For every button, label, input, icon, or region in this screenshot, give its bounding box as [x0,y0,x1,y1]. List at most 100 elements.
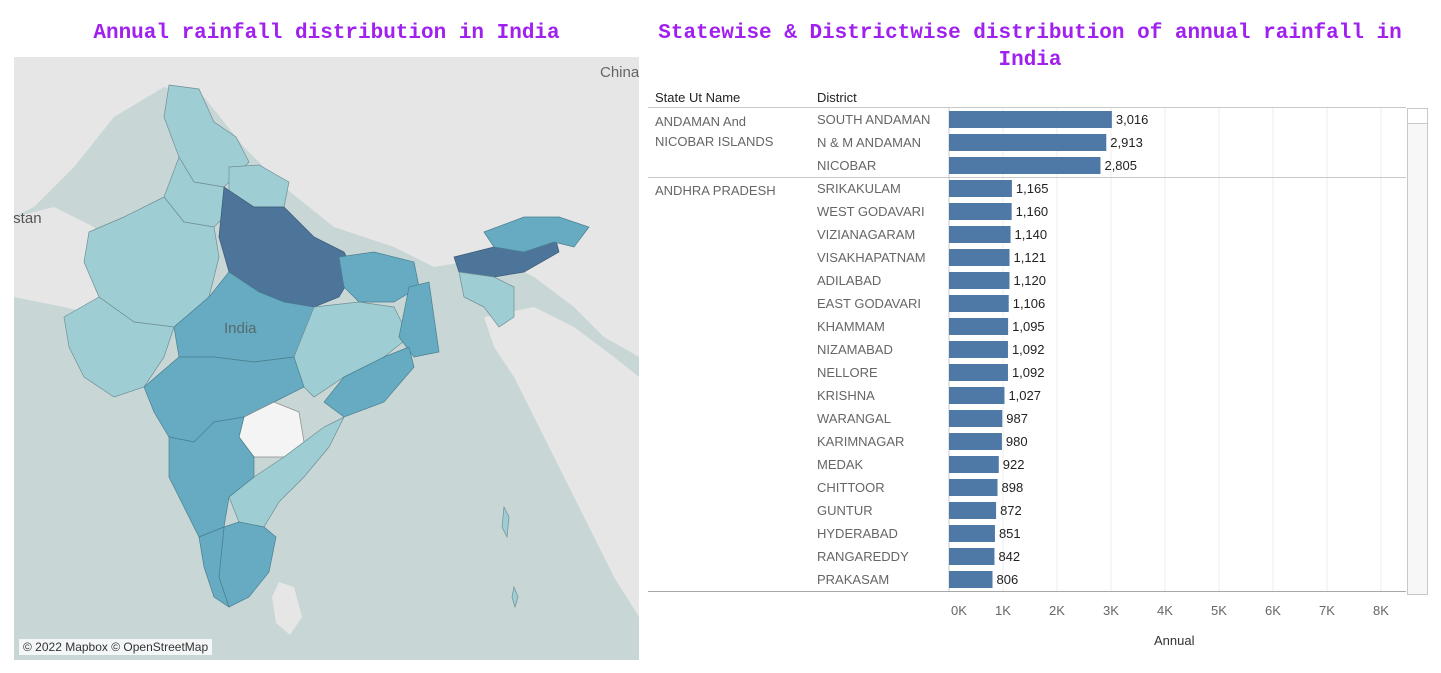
bar-value-label: 1,165 [1015,181,1049,196]
district-label[interactable]: RANGAREDDY [817,549,909,564]
bar[interactable] [949,272,1010,289]
map-attribution: © 2022 Mapbox © OpenStreetMap [19,639,213,655]
bar-value-label: 1,140 [1014,227,1048,242]
x-tick-label: 4K [1157,603,1173,618]
x-tick-label: 0K [951,603,967,618]
x-tick-label: 5K [1211,603,1227,618]
state-karnataka [168,416,255,538]
district-label[interactable]: KHAMMAM [817,319,885,334]
bar-value-label: 1,106 [1012,296,1046,311]
sri-lanka [272,582,302,635]
district-label[interactable]: N & M ANDAMAN [817,135,922,150]
district-label[interactable]: NIZAMABAD [817,342,893,357]
bar[interactable] [949,479,998,496]
bar-value-label: 1,027 [1008,388,1041,403]
bar-chart-svg [648,107,1406,592]
bar-value-label: 1,121 [1013,250,1047,265]
state-tamil-nadu [218,521,277,608]
state-kerala [198,526,230,608]
bar[interactable] [949,180,1012,197]
state-gujarat [63,296,175,398]
x-tick-label: 6K [1265,603,1281,618]
bar[interactable] [949,571,993,588]
column-header-state[interactable]: State Ut Name [655,90,741,105]
district-label[interactable]: VIZIANAGARAM [817,227,916,242]
bar[interactable] [949,341,1008,358]
x-tick-label: 3K [1103,603,1119,618]
bar-value-label: 1,160 [1015,204,1049,219]
x-tick-label: 8K [1373,603,1389,618]
map-label-pakistan: Pakistan [14,210,42,227]
state-label[interactable]: ANDAMAN And NICOBAR ISLANDS [655,114,774,149]
district-label[interactable]: WEST GODAVARI [817,204,925,219]
bar[interactable] [949,364,1008,381]
bar-value-label: 842 [998,549,1021,564]
x-axis-label: Annual [1154,633,1195,648]
bar[interactable] [949,203,1012,220]
district-label[interactable]: NICOBAR [817,158,877,173]
bar-value-label: 1,095 [1012,319,1045,334]
bar[interactable] [949,456,999,473]
bar[interactable] [949,157,1101,174]
state-odisha [323,346,415,418]
state-bihar [338,251,420,303]
district-label[interactable]: WARANGAL [817,411,891,426]
bar-value-label: 898 [1001,480,1024,495]
district-label[interactable]: HYDERABAD [817,526,898,541]
bar-value-label: 980 [1005,434,1028,449]
bar-value-label: 1,092 [1011,342,1045,357]
district-label[interactable]: MEDAK [817,457,864,472]
district-label[interactable]: SOUTH ANDAMAN [817,112,931,127]
district-label[interactable]: KARIMNAGAR [817,434,905,449]
map-label-china: China [600,64,639,81]
district-label[interactable]: PRAKASAM [817,572,890,587]
state-west-bengal [398,281,440,358]
bar-value-label: 1,120 [1013,273,1047,288]
map-title: Annual rainfall distribution in India [93,22,560,45]
chart-title: Statewise & Districtwise distribution of… [658,22,1402,72]
rainfall-bar-chart[interactable]: State Ut Name District ANDAMAN And NICOB… [648,85,1428,673]
bar[interactable] [949,295,1009,312]
district-label[interactable]: KRISHNA [817,388,875,403]
district-label[interactable]: EAST GODAVARI [817,296,922,311]
land-mass-east [484,307,639,617]
column-header-district[interactable]: District [817,90,857,105]
bar[interactable] [949,410,1003,427]
bar[interactable] [949,433,1002,450]
bar[interactable] [949,318,1009,335]
district-label[interactable]: ADILABAD [817,273,882,288]
district-label[interactable]: CHITTOOR [817,480,885,495]
scrollbar[interactable] [1407,108,1428,595]
bar[interactable] [949,111,1112,128]
district-label[interactable]: GUNTUR [817,503,873,518]
bar[interactable] [949,134,1107,151]
bar-value-label: 851 [998,526,1021,541]
scrollbar-thumb[interactable] [1408,109,1427,124]
bar-value-label: 3,016 [1115,112,1149,127]
land-mass-north [14,57,639,357]
andaman-islands [501,505,519,609]
state-rajasthan [83,196,220,328]
bar[interactable] [949,548,995,565]
bar-value-label: 1,092 [1011,365,1045,380]
state-arunachal [483,216,590,253]
district-label[interactable]: SRIKAKULAM [817,181,901,196]
bar[interactable] [949,387,1005,404]
bar[interactable] [949,502,997,519]
bar[interactable] [949,226,1011,243]
bar-value-label: 987 [1006,411,1028,426]
x-tick-label: 1K [995,603,1011,618]
district-label[interactable]: NELLORE [817,365,878,380]
map-label-india: India [224,320,257,337]
bar[interactable] [949,249,1010,266]
state-meghalaya-tripura [458,271,515,328]
bar-value-label: 922 [1002,457,1025,472]
x-tick-label: 2K [1049,603,1065,618]
district-label[interactable]: VISAKHAPATNAM [817,250,926,265]
bar-value-label: 806 [996,572,1019,587]
state-label[interactable]: ANDHRA PRADESH [655,183,776,198]
bar-value-label: 872 [1000,503,1022,518]
bar-value-label: 2,913 [1110,135,1143,150]
india-rainfall-map[interactable]: India Pakistan China © 2022 Mapbox © Ope… [14,57,639,660]
bar[interactable] [949,525,995,542]
